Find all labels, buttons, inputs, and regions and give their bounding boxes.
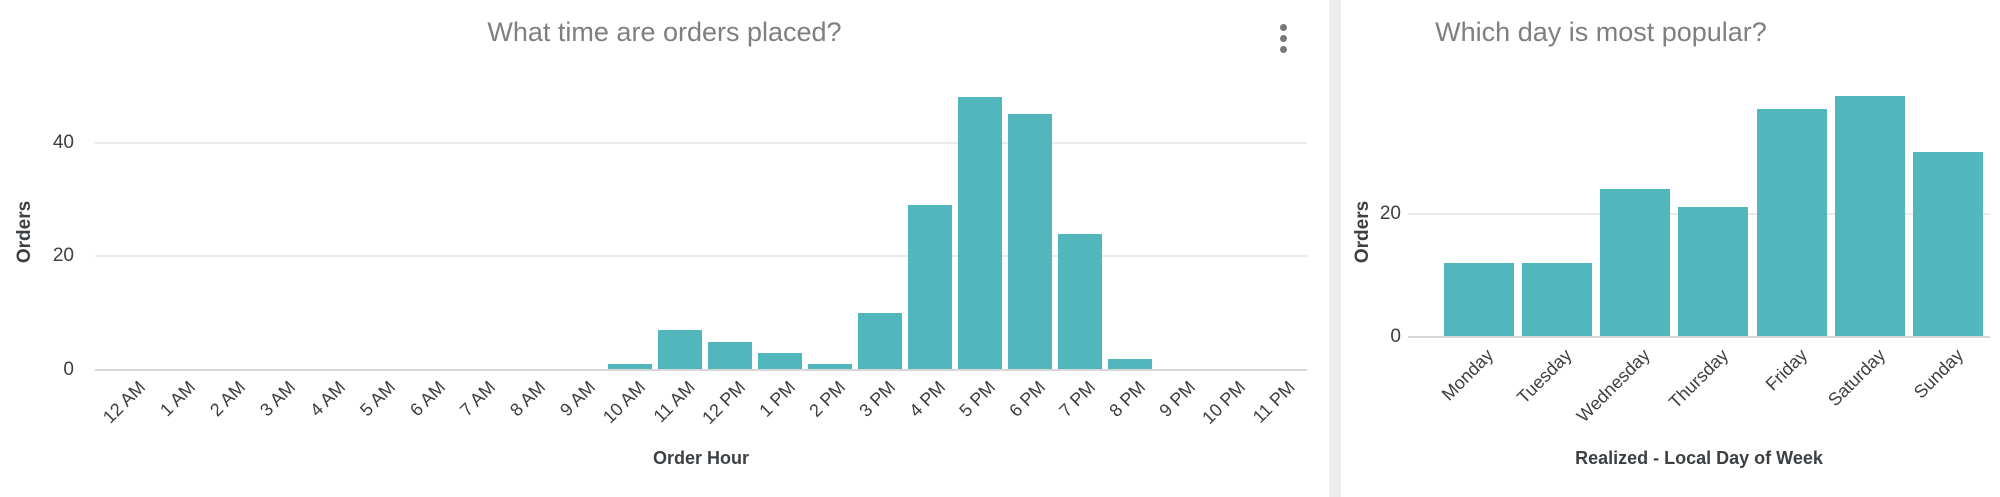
x-tick-label-8-am: 8 AM xyxy=(505,377,550,421)
y-gridline-20 xyxy=(95,255,1307,258)
x-tick-label-6-pm: 6 PM xyxy=(1005,377,1050,421)
x-tick-label-6-am: 6 AM xyxy=(405,377,450,421)
x-axis-baseline xyxy=(1408,336,1990,338)
bar-3-pm[interactable] xyxy=(858,313,902,369)
bar-11-am[interactable] xyxy=(658,330,702,369)
bar-1-pm[interactable] xyxy=(758,352,802,369)
x-tick-label-sunday: Sunday xyxy=(1910,345,1968,403)
chart-menu-kebab-icon[interactable] xyxy=(1271,20,1295,57)
bar-5-pm[interactable] xyxy=(958,97,1002,369)
x-tick-label-3-am: 3 AM xyxy=(255,377,300,421)
x-tick-label-12-am: 12 AM xyxy=(98,377,150,428)
x-axis-baseline xyxy=(95,369,1307,371)
y-tick-label-0: 0 xyxy=(1390,326,1401,347)
bar-friday[interactable] xyxy=(1756,108,1827,336)
y-tick-label-0: 0 xyxy=(63,359,74,380)
bar-2-pm[interactable] xyxy=(808,364,852,369)
bar-4-pm[interactable] xyxy=(908,205,952,369)
x-axis-title-day-of-week: Realized - Local Day of Week xyxy=(1575,448,1823,468)
kebab-dot xyxy=(1279,24,1287,31)
y-tick-label-20: 20 xyxy=(52,245,74,267)
y-tick-label-40: 40 xyxy=(52,131,74,153)
x-tick-label-1-am: 1 AM xyxy=(155,377,200,421)
bar-sunday[interactable] xyxy=(1913,151,1984,336)
chart-title-orders-by-day: Which day is most popular? xyxy=(1435,17,1767,47)
x-tick-label-2-am: 2 AM xyxy=(205,377,250,421)
kebab-dot xyxy=(1279,35,1287,42)
y-tick-label-20: 20 xyxy=(1379,202,1401,224)
x-tick-label-12-pm: 12 PM xyxy=(698,377,750,428)
chart-card-orders-by-day: Which day is most popular? Orders Realiz… xyxy=(1341,0,2000,497)
bar-6-pm[interactable] xyxy=(1008,114,1052,369)
bar-12-pm[interactable] xyxy=(708,341,752,369)
x-tick-label-tuesday: Tuesday xyxy=(1513,345,1576,408)
x-tick-label-11-am: 11 AM xyxy=(649,377,700,427)
bar-saturday[interactable] xyxy=(1835,96,1905,336)
x-tick-label-7-am: 7 AM xyxy=(455,377,500,421)
chart-title-orders-by-hour: What time are orders placed? xyxy=(487,17,842,47)
bar-7-pm[interactable] xyxy=(1058,233,1102,369)
x-tick-label-9-pm: 9 PM xyxy=(1155,377,1200,421)
kebab-dot xyxy=(1279,46,1287,53)
y-axis-title-orders-day: Orders xyxy=(1352,200,1373,264)
x-tick-label-friday: Friday xyxy=(1761,345,1811,395)
bar-wednesday[interactable] xyxy=(1600,188,1671,336)
bar-8-pm[interactable] xyxy=(1108,358,1152,369)
bar-monday[interactable] xyxy=(1443,262,1514,336)
x-tick-label-3-pm: 3 PM xyxy=(855,377,900,421)
x-tick-label-monday: Monday xyxy=(1438,345,1498,405)
x-tick-label-7-pm: 7 PM xyxy=(1055,377,1100,421)
x-tick-label-1-pm: 1 PM xyxy=(755,377,800,421)
x-tick-label-10-pm: 10 PM xyxy=(1198,377,1250,428)
x-tick-label-thursday: Thursday xyxy=(1665,345,1733,413)
chart-card-orders-by-hour: What time are orders placed? Orders Orde… xyxy=(0,0,1329,497)
x-tick-label-5-am: 5 AM xyxy=(355,377,400,421)
x-tick-label-wednesday: Wednesday xyxy=(1573,345,1655,427)
x-tick-label-9-am: 9 AM xyxy=(555,377,600,421)
x-tick-label-11-pm: 11 PM xyxy=(1249,377,1300,427)
x-tick-label-2-pm: 2 PM xyxy=(805,377,850,421)
x-tick-label-5-pm: 5 PM xyxy=(955,377,1000,421)
bar-tuesday[interactable] xyxy=(1521,262,1592,336)
x-tick-label-4-pm: 4 PM xyxy=(905,377,950,421)
bar-10-am[interactable] xyxy=(608,364,652,369)
x-tick-label-saturday: Saturday xyxy=(1824,345,1890,411)
x-tick-label-4-am: 4 AM xyxy=(305,377,350,421)
x-axis-title-order-hour: Order Hour xyxy=(652,448,749,468)
bar-thursday[interactable] xyxy=(1678,207,1749,336)
y-gridline-40 xyxy=(95,141,1307,144)
x-tick-label-8-pm: 8 PM xyxy=(1105,377,1150,421)
x-tick-label-10-am: 10 AM xyxy=(598,377,650,428)
